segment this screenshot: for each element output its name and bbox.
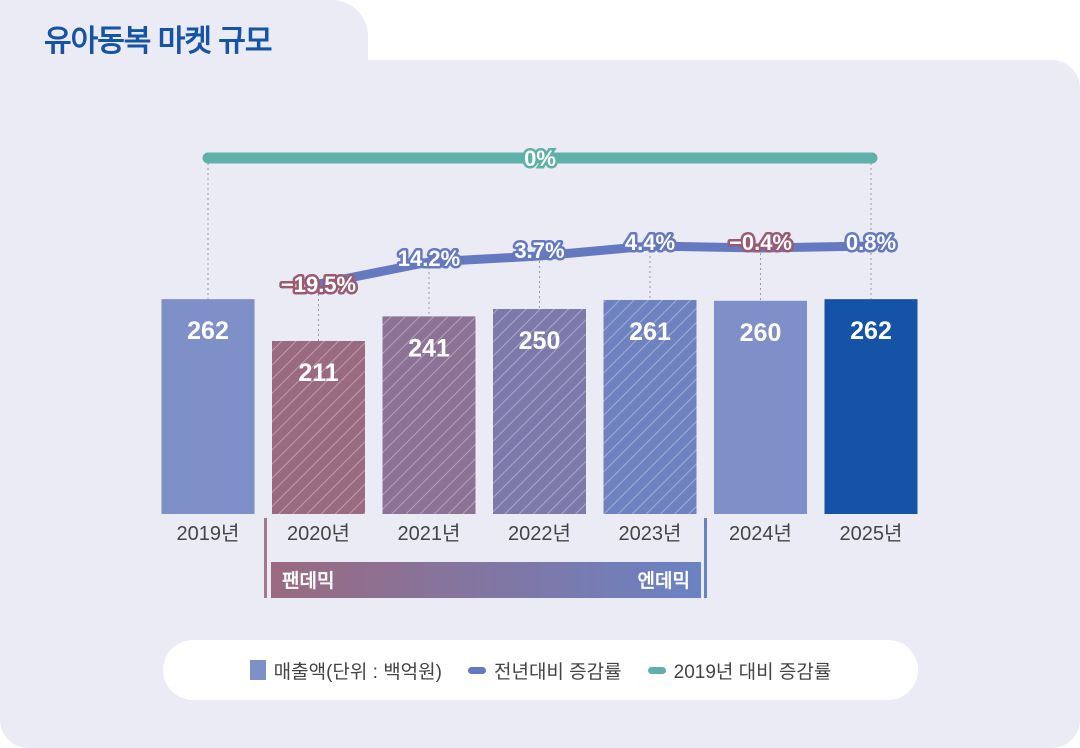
yoy-line bbox=[317, 241, 872, 289]
period-start-label: 팬데믹 bbox=[282, 570, 334, 592]
bar-hatch bbox=[272, 340, 365, 514]
yoy-label: −0.4% bbox=[729, 230, 792, 255]
x-tick-label: 2020년 bbox=[287, 522, 350, 545]
period-start-marker bbox=[264, 518, 267, 598]
yoy-label: 4.4% bbox=[625, 230, 675, 255]
yoy-label: 0.8% bbox=[846, 230, 896, 255]
x-tick-label: 2024년 bbox=[729, 522, 792, 545]
legend: 매출액(단위 : 백억원) 전년대비 증감률 2019년 대비 증감률 bbox=[163, 640, 918, 700]
x-tick-label: 2021년 bbox=[398, 522, 461, 545]
bar-value-label: 260 bbox=[740, 319, 782, 347]
yoy-label: −19.5% bbox=[281, 272, 356, 297]
bar-value-label: 250 bbox=[519, 327, 561, 355]
bar-value-label: 262 bbox=[850, 317, 892, 345]
period-end-marker bbox=[704, 518, 707, 598]
yoy-label: 14.2% bbox=[398, 246, 460, 271]
bar-2019년 bbox=[161, 299, 255, 514]
x-tick-label: 2023년 bbox=[619, 522, 682, 545]
legend-item-yoy: 전년대비 증감률 bbox=[467, 657, 622, 684]
bar-hatch bbox=[603, 299, 697, 514]
legend-item-vs2019: 2019년 대비 증감률 bbox=[647, 657, 832, 684]
bar-2025년 bbox=[824, 299, 918, 514]
legend-swatch-vs2019 bbox=[647, 666, 666, 674]
yoy-label: 3.7% bbox=[514, 238, 564, 263]
pandemic-period-band bbox=[271, 562, 701, 598]
bar-hatch bbox=[382, 316, 476, 514]
legend-item-sales: 매출액(단위 : 백억원) bbox=[249, 657, 442, 684]
x-tick-label: 2025년 bbox=[840, 522, 903, 545]
bar-value-label: 261 bbox=[629, 318, 671, 346]
legend-swatch-yoy bbox=[467, 666, 486, 674]
period-end-label: 엔데믹 bbox=[638, 570, 690, 592]
x-tick-label: 2019년 bbox=[177, 522, 240, 545]
bar-hatch bbox=[493, 309, 586, 514]
x-tick-label: 2022년 bbox=[508, 522, 571, 545]
vs2019-label: 0% bbox=[524, 146, 556, 171]
legend-label: 전년대비 증감률 bbox=[493, 661, 622, 683]
bar-2024년 bbox=[714, 300, 807, 514]
bar-value-label: 211 bbox=[298, 359, 338, 387]
bar-value-label: 241 bbox=[408, 334, 450, 362]
chart-title: 유아동복 마켓 규모 bbox=[44, 25, 272, 58]
legend-swatch-bar bbox=[249, 660, 266, 680]
bar-value-label: 262 bbox=[187, 317, 229, 345]
legend-label: 2019년 대비 증감률 bbox=[673, 661, 832, 683]
legend-label: 매출액(단위 : 백억원) bbox=[273, 661, 442, 683]
